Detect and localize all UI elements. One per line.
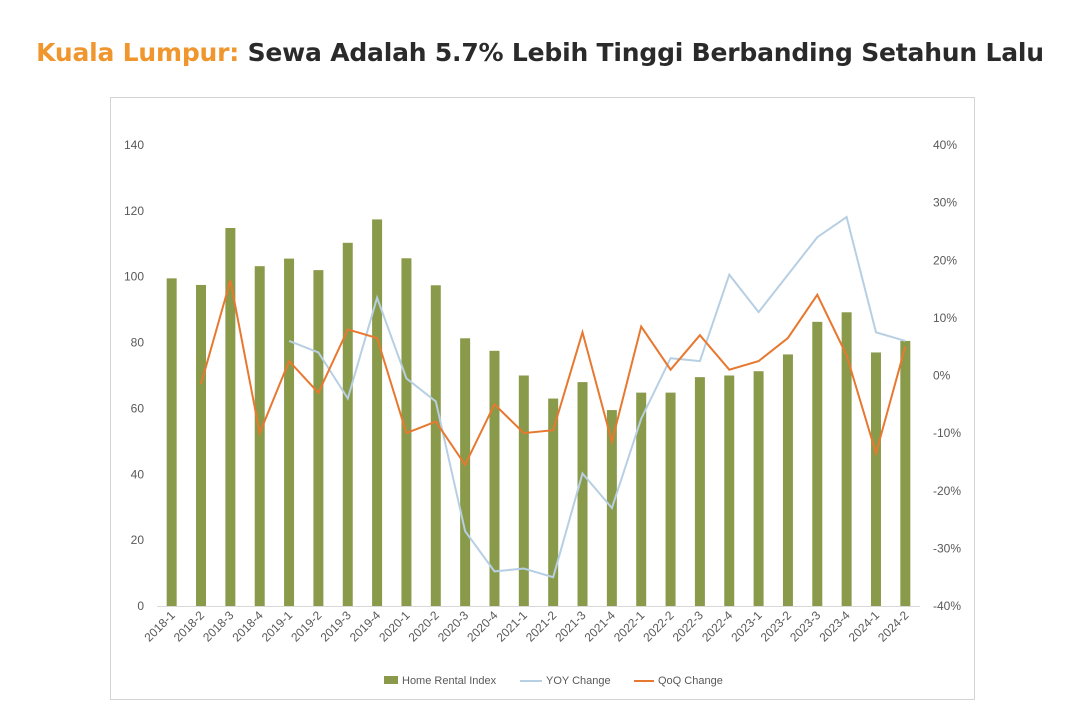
x-axis-tick-label: 2022-4 bbox=[699, 608, 736, 645]
x-axis-tick-label: 2020-3 bbox=[435, 608, 472, 645]
left-axis-tick-label: 20 bbox=[131, 533, 145, 547]
bar-home-rental-index bbox=[518, 375, 529, 606]
x-axis-tick-label: 2021-3 bbox=[552, 608, 589, 645]
bar-home-rental-index bbox=[577, 382, 588, 606]
x-axis-tick-label: 2024-2 bbox=[875, 608, 912, 645]
bar-home-rental-index bbox=[460, 338, 471, 606]
bar-home-rental-index bbox=[548, 398, 559, 606]
bar-home-rental-index bbox=[753, 371, 764, 606]
legend-label-yoy-change: YOY Change bbox=[546, 675, 611, 687]
chart-title-location: Kuala Lumpur: bbox=[36, 38, 240, 67]
x-axis-tick-label: 2019-2 bbox=[288, 608, 325, 645]
right-axis-tick-label: -20% bbox=[933, 484, 961, 498]
line-yoy-change bbox=[288, 215, 906, 579]
bar-home-rental-index bbox=[342, 242, 353, 606]
bar-home-rental-index bbox=[900, 340, 911, 606]
right-axis-tick-label: -40% bbox=[933, 599, 961, 613]
chart-title: Kuala Lumpur: Sewa Adalah 5.7% Lebih Tin… bbox=[0, 38, 1080, 67]
bar-home-rental-index bbox=[196, 284, 207, 606]
x-axis-tick-label: 2024-1 bbox=[846, 608, 883, 645]
bar-home-rental-index bbox=[313, 270, 324, 606]
x-axis-tick-label: 2022-2 bbox=[640, 608, 677, 645]
bar-home-rental-index bbox=[372, 219, 383, 606]
right-axis-tick-label: 0% bbox=[933, 369, 951, 383]
bar-home-rental-index bbox=[430, 285, 441, 606]
right-axis-tick-label: 40% bbox=[933, 138, 957, 152]
bar-home-rental-index bbox=[489, 350, 500, 606]
left-axis-tick-label: 0 bbox=[137, 599, 144, 613]
x-axis-tick-label: 2018-1 bbox=[141, 608, 178, 645]
x-axis-tick-label: 2023-3 bbox=[787, 608, 824, 645]
legend-label-home-rental-index: Home Rental Index bbox=[402, 675, 497, 687]
x-axis-tick-label: 2021-1 bbox=[494, 608, 531, 645]
x-axis-tick-label: 2023-2 bbox=[758, 608, 795, 645]
x-axis-tick-label: 2021-4 bbox=[582, 608, 619, 645]
bar-home-rental-index bbox=[870, 352, 881, 606]
left-axis-tick-label: 100 bbox=[124, 270, 144, 284]
bar-home-rental-index bbox=[812, 321, 823, 606]
left-axis-tick-label: 140 bbox=[124, 138, 144, 152]
x-axis-tick-label: 2019-3 bbox=[318, 608, 355, 645]
x-axis-tick-label: 2023-4 bbox=[816, 608, 853, 645]
x-axis-tick-label: 2019-4 bbox=[347, 608, 384, 645]
bar-home-rental-index bbox=[724, 375, 735, 606]
right-axis-tick-label: -10% bbox=[933, 426, 961, 440]
legend-label-qoq-change: QoQ Change bbox=[658, 675, 723, 687]
bar-home-rental-index bbox=[225, 227, 236, 607]
legend-swatch-home-rental-index bbox=[384, 676, 398, 684]
bar-home-rental-index bbox=[284, 258, 295, 606]
chart-frame bbox=[110, 97, 975, 700]
right-axis-tick-label: 10% bbox=[933, 311, 957, 325]
x-axis-tick-label: 2022-1 bbox=[611, 608, 648, 645]
left-axis-tick-label: 80 bbox=[131, 336, 145, 350]
bar-home-rental-index bbox=[636, 392, 647, 606]
x-axis-tick-label: 2020-2 bbox=[406, 608, 443, 645]
x-axis-tick-label: 2022-3 bbox=[670, 608, 707, 645]
line-qoq-change bbox=[200, 280, 907, 467]
x-axis-tick-label: 2018-4 bbox=[230, 608, 267, 645]
chart-title-text: Sewa Adalah 5.7% Lebih Tinggi Berbanding… bbox=[239, 38, 1044, 67]
x-axis-tick-label: 2021-2 bbox=[523, 608, 560, 645]
right-axis-tick-label: 20% bbox=[933, 253, 957, 267]
x-axis-tick-label: 2018-2 bbox=[171, 608, 208, 645]
bar-home-rental-index bbox=[841, 312, 852, 606]
x-axis-tick-label: 2023-1 bbox=[728, 608, 765, 645]
x-axis-tick-label: 2019-1 bbox=[259, 608, 296, 645]
x-axis-tick-label: 2018-3 bbox=[200, 608, 237, 645]
left-axis-tick-label: 60 bbox=[131, 401, 145, 415]
right-axis-tick-label: -30% bbox=[933, 541, 961, 555]
bar-home-rental-index bbox=[782, 354, 793, 606]
bar-home-rental-index bbox=[254, 266, 265, 606]
x-axis-tick-label: 2020-4 bbox=[464, 608, 501, 645]
x-axis-tick-label: 2020-1 bbox=[376, 608, 413, 645]
bar-home-rental-index bbox=[166, 278, 177, 606]
right-axis-tick-label: 30% bbox=[933, 196, 957, 210]
left-axis-tick-label: 40 bbox=[131, 467, 145, 481]
left-axis-tick-label: 120 bbox=[124, 204, 144, 218]
bar-home-rental-index bbox=[694, 377, 705, 606]
bar-home-rental-index bbox=[665, 392, 676, 606]
